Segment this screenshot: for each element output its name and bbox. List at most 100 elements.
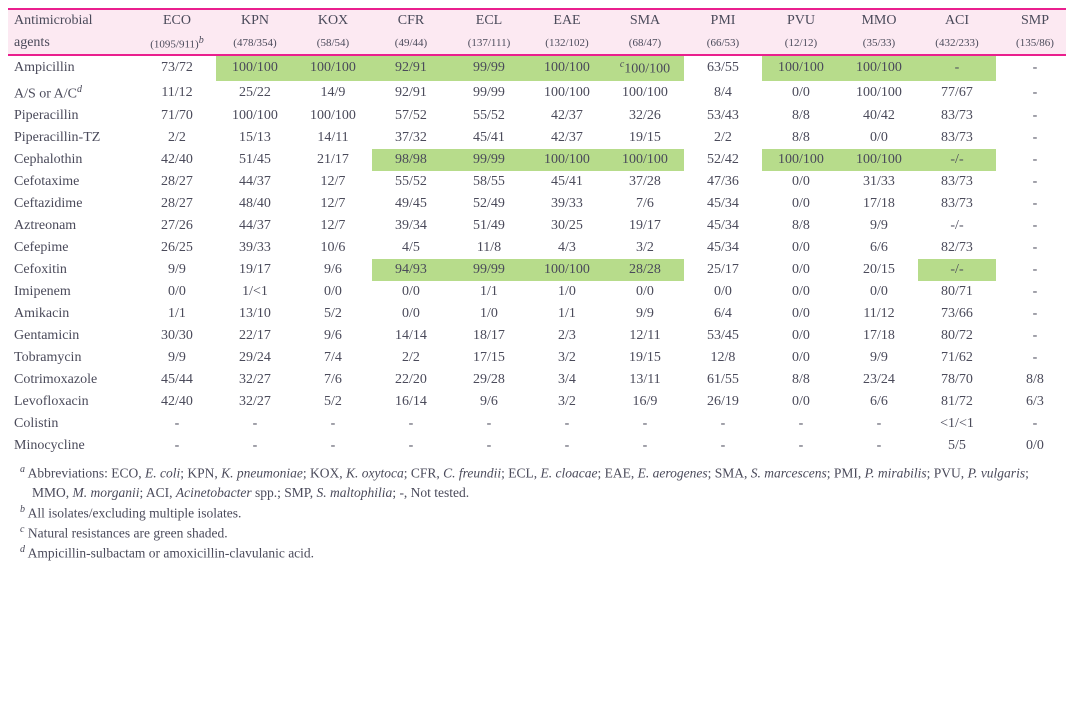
table-row: A/S or A/Cd11/1225/2214/992/9199/99100/1… <box>8 81 1066 106</box>
data-cell: - <box>528 435 606 457</box>
data-cell: - <box>762 435 840 457</box>
data-cell: - <box>996 193 1066 215</box>
data-cell: 28/27 <box>138 171 216 193</box>
data-cell: - <box>216 435 294 457</box>
data-cell: 17/18 <box>840 193 918 215</box>
data-cell: 5/2 <box>294 391 372 413</box>
data-cell: 1/1 <box>138 303 216 325</box>
col-code: KPN <box>216 9 294 32</box>
col-n: (66/53) <box>684 32 762 55</box>
data-cell: - <box>372 413 450 435</box>
data-cell: 6/3 <box>996 391 1066 413</box>
data-cell: - <box>528 413 606 435</box>
agent-name: Cefepime <box>8 237 138 259</box>
data-cell: 23/24 <box>840 369 918 391</box>
data-cell: 19/17 <box>216 259 294 281</box>
data-cell: 0/0 <box>138 281 216 303</box>
data-cell: 0/0 <box>762 259 840 281</box>
data-cell: 71/62 <box>918 347 996 369</box>
data-cell: 45/34 <box>684 193 762 215</box>
data-cell: - <box>684 435 762 457</box>
table-row: Cotrimoxazole45/4432/277/622/2029/283/41… <box>8 369 1066 391</box>
agent-name: Ampicillin <box>8 55 138 81</box>
header-agents-line1: Antimicrobial <box>8 9 138 32</box>
data-cell: 100/100 <box>840 55 918 81</box>
col-n: (49/44) <box>372 32 450 55</box>
data-cell: 58/55 <box>450 171 528 193</box>
data-cell: 5/2 <box>294 303 372 325</box>
data-cell: 0/0 <box>762 193 840 215</box>
data-cell: 49/45 <box>372 193 450 215</box>
data-cell: 100/100 <box>840 149 918 171</box>
data-cell: 0/0 <box>762 281 840 303</box>
data-cell: 73/72 <box>138 55 216 81</box>
data-cell: 9/9 <box>138 259 216 281</box>
data-cell: 26/25 <box>138 237 216 259</box>
data-cell: 44/37 <box>216 171 294 193</box>
agent-name: Aztreonam <box>8 215 138 237</box>
data-cell: - <box>918 55 996 81</box>
data-cell: 1/<1 <box>216 281 294 303</box>
data-cell: - <box>996 413 1066 435</box>
data-cell: 71/70 <box>138 105 216 127</box>
data-cell: 0/0 <box>840 127 918 149</box>
data-cell: 22/20 <box>372 369 450 391</box>
col-code: ECL <box>450 9 528 32</box>
agent-name: Tobramycin <box>8 347 138 369</box>
data-cell: 45/44 <box>138 369 216 391</box>
data-cell: 9/6 <box>294 259 372 281</box>
footnote-b: b All isolates/excluding multiple isolat… <box>14 503 1058 523</box>
data-cell: 7/6 <box>606 193 684 215</box>
data-cell: - <box>450 435 528 457</box>
data-cell: 12/8 <box>684 347 762 369</box>
agent-name: Cephalothin <box>8 149 138 171</box>
table-row: Ampicillin73/72100/100100/10092/9199/991… <box>8 55 1066 81</box>
table-row: Minocycline----------5/50/0 <box>8 435 1066 457</box>
data-cell: 9/6 <box>450 391 528 413</box>
data-cell: 6/4 <box>684 303 762 325</box>
col-code: EAE <box>528 9 606 32</box>
data-cell: 45/41 <box>528 171 606 193</box>
data-cell: - <box>216 413 294 435</box>
data-cell: - <box>606 413 684 435</box>
data-cell: 99/99 <box>450 149 528 171</box>
data-cell: 5/5 <box>918 435 996 457</box>
data-cell: 52/42 <box>684 149 762 171</box>
footnote-a: a Abbreviations: ECO, E. coli; KPN, K. p… <box>14 463 1058 503</box>
data-cell: 29/24 <box>216 347 294 369</box>
data-cell: 100/100 <box>294 55 372 81</box>
data-cell: 73/66 <box>918 303 996 325</box>
data-cell: 100/100 <box>216 105 294 127</box>
data-cell: 52/49 <box>450 193 528 215</box>
data-cell: 16/14 <box>372 391 450 413</box>
data-cell: 2/2 <box>138 127 216 149</box>
data-cell: 42/37 <box>528 127 606 149</box>
data-cell: -/- <box>918 149 996 171</box>
data-cell: 8/8 <box>996 369 1066 391</box>
agent-name: Amikacin <box>8 303 138 325</box>
data-cell: 77/67 <box>918 81 996 106</box>
data-cell: 8/8 <box>762 127 840 149</box>
col-code: PMI <box>684 9 762 32</box>
data-cell: 32/26 <box>606 105 684 127</box>
data-cell: - <box>294 413 372 435</box>
col-n: (35/33) <box>840 32 918 55</box>
data-cell: 100/100 <box>762 149 840 171</box>
data-cell: 4/5 <box>372 237 450 259</box>
col-n: (478/354) <box>216 32 294 55</box>
data-cell: 14/11 <box>294 127 372 149</box>
data-cell: 17/18 <box>840 325 918 347</box>
col-code: ACI <box>918 9 996 32</box>
data-cell: 11/12 <box>138 81 216 106</box>
agent-name: Piperacillin <box>8 105 138 127</box>
data-cell: 1/1 <box>450 281 528 303</box>
data-cell: 27/26 <box>138 215 216 237</box>
data-cell: 99/99 <box>450 259 528 281</box>
data-cell: 29/28 <box>450 369 528 391</box>
data-cell: - <box>606 435 684 457</box>
table-header: AntimicrobialECOKPNKOXCFRECLEAESMAPMIPVU… <box>8 9 1066 55</box>
table-row: Cefoxitin9/919/179/694/9399/99100/10028/… <box>8 259 1066 281</box>
table-row: Imipenem0/01/<10/00/01/11/00/00/00/00/08… <box>8 281 1066 303</box>
data-cell: 100/100 <box>528 149 606 171</box>
table-row: Ceftazidime28/2748/4012/749/4552/4939/33… <box>8 193 1066 215</box>
